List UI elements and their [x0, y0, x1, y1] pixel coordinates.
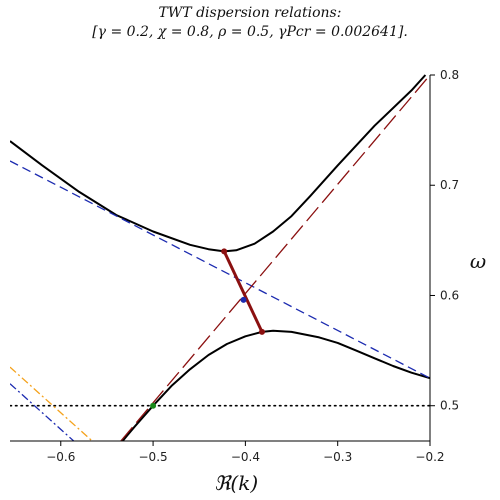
- x-tick-label-4: −0.2: [415, 450, 444, 464]
- marker-point-1: [259, 328, 265, 335]
- x-tick-label-3: −0.3: [323, 450, 352, 464]
- x-tick-label-0: −0.6: [46, 450, 75, 464]
- chart-title: TWT dispersion relations: [γ = 0.2, χ = …: [0, 4, 500, 42]
- series-group: [10, 74, 430, 441]
- marker-point-3: [150, 402, 157, 409]
- series-line-0-solid: [10, 74, 427, 253]
- series-line-5-dashdot: [10, 366, 93, 441]
- x-axis-label: ℜ(k): [214, 471, 258, 495]
- series-line-7-thick: [222, 250, 264, 333]
- y-tick-label-1: 0.6: [440, 288, 459, 302]
- marker-point-0: [221, 248, 228, 255]
- marker-point-2: [240, 296, 247, 303]
- y-tick-label-3: 0.8: [440, 68, 459, 82]
- y-axis-label: ω: [470, 249, 486, 273]
- chart-title-line2: [γ = 0.2, χ = 0.8, ρ = 0.5, γPcr = 0.002…: [92, 24, 408, 40]
- chart-title-line1: TWT dispersion relations:: [158, 5, 342, 21]
- y-tick-label-2: 0.7: [440, 178, 459, 192]
- axes: −0.6 −0.5 −0.4 −0.3 −0.2 0.5 0.6 0.7 0.8 ℜ(k) ω: [10, 68, 486, 495]
- series-line-6-dashdot: [10, 383, 75, 441]
- series-line-2-dashed: [10, 160, 430, 379]
- plot-area: [10, 74, 430, 441]
- series-line-3-longdash: [120, 74, 430, 441]
- y-tick-label-0: 0.5: [440, 399, 459, 413]
- x-tick-label-2: −0.4: [231, 450, 260, 464]
- x-tick-label-1: −0.5: [139, 450, 168, 464]
- series-line-1-solid: [121, 329, 430, 441]
